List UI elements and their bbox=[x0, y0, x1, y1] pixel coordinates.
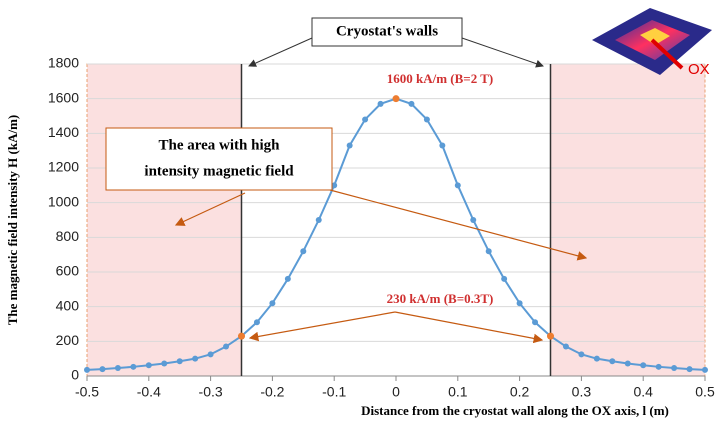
area-label: The area with high bbox=[159, 137, 281, 153]
data-point bbox=[625, 361, 631, 367]
data-point bbox=[161, 361, 167, 367]
arrow bbox=[462, 38, 543, 66]
y-tick-label: 800 bbox=[56, 228, 80, 244]
data-point bbox=[285, 276, 291, 282]
data-point bbox=[486, 248, 492, 254]
y-tick-label: 1600 bbox=[48, 89, 79, 105]
data-point bbox=[362, 116, 368, 122]
x-tick-label: 0.5 bbox=[695, 384, 715, 400]
data-point bbox=[687, 366, 693, 372]
y-tick-label: 1400 bbox=[48, 124, 79, 140]
y-tick-label: 400 bbox=[56, 297, 80, 313]
data-point bbox=[316, 217, 322, 223]
data-point bbox=[269, 300, 275, 306]
x-tick-label: 0.2 bbox=[510, 384, 530, 400]
shaded-region bbox=[551, 64, 706, 376]
y-tick-label: 1200 bbox=[48, 159, 79, 175]
data-point bbox=[517, 300, 523, 306]
y-tick-label: 600 bbox=[56, 263, 80, 279]
data-point bbox=[640, 362, 646, 368]
data-point bbox=[594, 356, 600, 362]
data-point bbox=[238, 333, 245, 340]
chart: OX Cryostat's walls 1600 kA/m (B=2 T) 23… bbox=[0, 0, 720, 425]
data-point bbox=[455, 182, 461, 188]
x-tick-label: -0.3 bbox=[199, 384, 223, 400]
arrow bbox=[330, 190, 586, 258]
x-tick-label: 0.3 bbox=[572, 384, 592, 400]
peak-label: 1600 kA/m (B=2 T) bbox=[387, 71, 493, 86]
x-tick-label: 0 bbox=[392, 384, 400, 400]
data-point bbox=[408, 101, 414, 107]
data-point bbox=[208, 351, 214, 357]
data-point bbox=[470, 217, 476, 223]
data-point bbox=[424, 116, 430, 122]
data-point bbox=[563, 344, 569, 350]
data-point bbox=[192, 356, 198, 362]
walls-label: Cryostat's walls bbox=[336, 23, 438, 39]
arrow bbox=[250, 312, 395, 338]
data-point bbox=[547, 333, 554, 340]
data-point bbox=[84, 367, 90, 373]
y-tick-label: 1000 bbox=[48, 193, 79, 209]
data-point bbox=[609, 358, 615, 364]
data-point bbox=[578, 351, 584, 357]
data-point bbox=[146, 362, 152, 368]
x-tick-label: -0.5 bbox=[75, 384, 99, 400]
shaded-region bbox=[87, 64, 242, 376]
edge-label: 230 kA/m (B=0.3T) bbox=[387, 291, 494, 306]
y-axis-title: The magnetic field intensity H (kA/m) bbox=[5, 115, 20, 326]
x-tick-label: -0.4 bbox=[137, 384, 161, 400]
y-tick-label: 0 bbox=[71, 367, 79, 383]
y-tick-label: 200 bbox=[56, 332, 80, 348]
y-tick-label: 1800 bbox=[48, 55, 79, 71]
x-tick-label: -0.1 bbox=[322, 384, 346, 400]
x-tick-label: -0.2 bbox=[260, 384, 284, 400]
arrow bbox=[395, 312, 542, 340]
data-point bbox=[254, 319, 260, 325]
data-point bbox=[177, 358, 183, 364]
data-point bbox=[501, 276, 507, 282]
data-point bbox=[130, 364, 136, 370]
data-point bbox=[393, 95, 400, 102]
arrow bbox=[249, 38, 312, 66]
x-tick-label: 0.4 bbox=[633, 384, 653, 400]
data-point bbox=[532, 319, 538, 325]
data-point bbox=[671, 365, 677, 371]
data-point bbox=[702, 367, 708, 373]
data-point bbox=[656, 364, 662, 370]
x-axis-title: Distance from the cryostat wall along th… bbox=[361, 403, 669, 418]
data-point bbox=[223, 344, 229, 350]
inset-label: OX bbox=[688, 61, 710, 78]
data-point bbox=[347, 142, 353, 148]
area-label: intensity magnetic field bbox=[144, 163, 294, 179]
data-point bbox=[378, 101, 384, 107]
data-point bbox=[439, 142, 445, 148]
data-point bbox=[115, 365, 121, 371]
data-point bbox=[300, 248, 306, 254]
x-tick-label: 0.1 bbox=[448, 384, 468, 400]
data-point bbox=[99, 366, 105, 372]
